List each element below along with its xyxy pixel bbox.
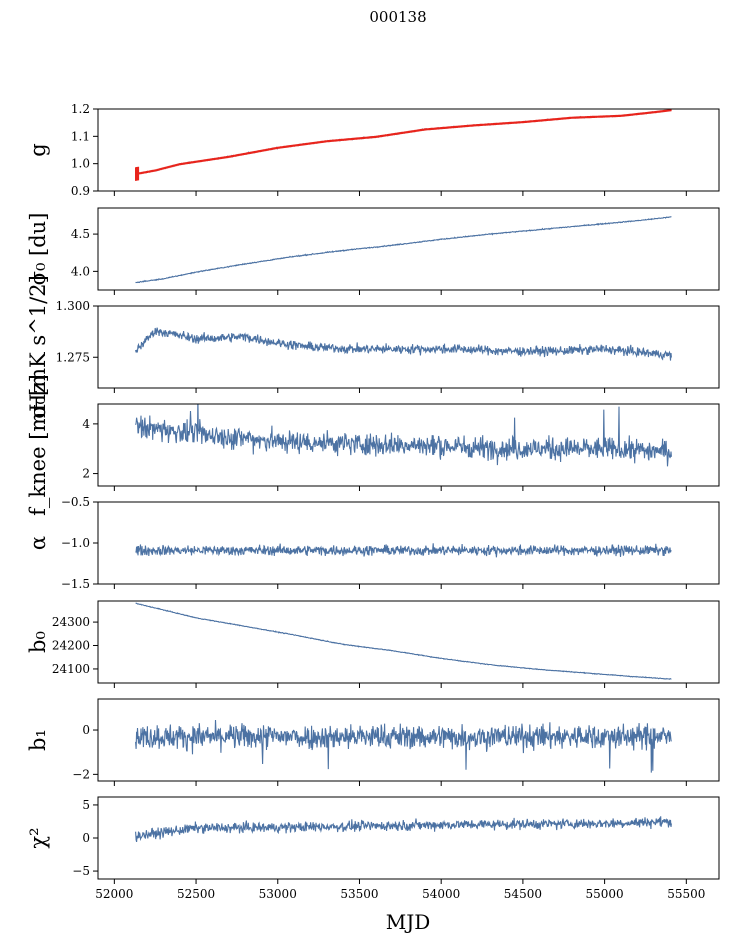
series-b0	[135, 602, 672, 680]
axes-frame-alpha	[97, 501, 720, 585]
y-tick-label-b1: 0	[82, 723, 90, 737]
y-axis-label-sigma0_du: σ₀ [du]	[26, 213, 50, 286]
y-axis-label-alpha: α	[26, 536, 50, 550]
series-fknee	[135, 404, 672, 467]
series-sigma0_mk	[135, 327, 672, 361]
series-gain-error	[135, 109, 672, 181]
y-tick-label-gain: 1.2	[71, 102, 90, 116]
y-tick-label-fknee: 2	[82, 467, 90, 481]
axes-frame-gain	[97, 108, 720, 192]
y-tick-label-sigma0_du: 4.5	[71, 227, 90, 241]
x-tick-label: 53500	[340, 887, 378, 901]
series-gain	[135, 109, 672, 176]
axes-frame-sigma0_du	[97, 207, 720, 291]
y-axis-label-b1: b₁	[26, 729, 50, 751]
x-tick-label: 52000	[95, 887, 133, 901]
x-tick-label: 54500	[504, 887, 542, 901]
y-tick-label-alpha: −1.0	[61, 536, 90, 550]
series-b1	[135, 719, 672, 773]
y-axis-label-b0: b₀	[26, 631, 50, 653]
axes-frame-fknee	[97, 403, 720, 487]
x-tick-label: 54000	[422, 887, 460, 901]
y-axis-label-chi2: χ²	[26, 827, 50, 848]
axes-frame-sigma0_mk	[97, 305, 720, 389]
panel-alpha: −1.5 −1.0 −0.5 α	[26, 495, 720, 591]
panel-b1: −2 0 b₁	[26, 698, 720, 786]
panel-sigma0_du: 4.0 4.5 σ₀ [du]	[26, 207, 720, 295]
y-tick-label-alpha: −0.5	[61, 495, 90, 509]
series-alpha	[135, 543, 672, 558]
x-axis-label: MJD	[386, 910, 431, 934]
y-tick-label-alpha: −1.5	[61, 577, 90, 591]
figure-title: 000138	[369, 8, 426, 26]
y-tick-label-sigma0_mk: 1.300	[56, 299, 90, 313]
axes-frame-b1	[97, 698, 720, 782]
y-tick-label-b0: 24200	[52, 639, 90, 653]
y-tick-label-b0: 24300	[52, 615, 90, 629]
y-tick-label-chi2: −5	[72, 864, 90, 878]
axes-frame-b0	[97, 600, 720, 684]
x-tick-label: 53000	[259, 887, 297, 901]
y-axis-label-sigma0_mk: σ₀[mK s^1/2]	[26, 275, 50, 419]
axes-frame-chi2	[97, 796, 720, 880]
x-tick-label: 55000	[586, 887, 624, 901]
x-tick-label: 52500	[177, 887, 215, 901]
panel-sigma0_mk: 1.275 1.300 σ₀[mK s^1/2]	[26, 275, 720, 419]
panels: 0.9 1.0 1.1 1.2 g 4.0 4.5 σ₀ [du] 1.275 1.300 σ₀[m…	[26, 102, 720, 901]
y-tick-label-sigma0_mk: 1.275	[56, 350, 90, 364]
y-tick-label-b0: 24100	[52, 662, 90, 676]
y-tick-label-gain: 1.0	[71, 157, 90, 171]
series-chi2	[135, 816, 672, 843]
x-tick-label: 55500	[667, 887, 705, 901]
panel-fknee: 2 4 f_knee [mHz]	[26, 374, 720, 516]
y-tick-label-gain: 1.1	[71, 129, 90, 143]
y-axis-label-fknee: f_knee [mHz]	[26, 374, 50, 516]
y-tick-label-fknee: 4	[82, 417, 90, 431]
y-tick-label-sigma0_du: 4.0	[71, 264, 90, 278]
panel-gain: 0.9 1.0 1.1 1.2 g	[26, 102, 720, 198]
y-tick-label-gain: 0.9	[71, 184, 90, 198]
y-axis-label-gain: g	[26, 143, 50, 156]
y-tick-label-b1: −2	[72, 767, 90, 781]
y-tick-label-chi2: 5	[82, 798, 90, 812]
panel-chi2: −5 0 5 52000 52500 53000 53500 54000 54500 55000 5…	[26, 796, 720, 901]
series-sigma0_du	[135, 216, 672, 284]
y-tick-label-chi2: 0	[82, 831, 90, 845]
